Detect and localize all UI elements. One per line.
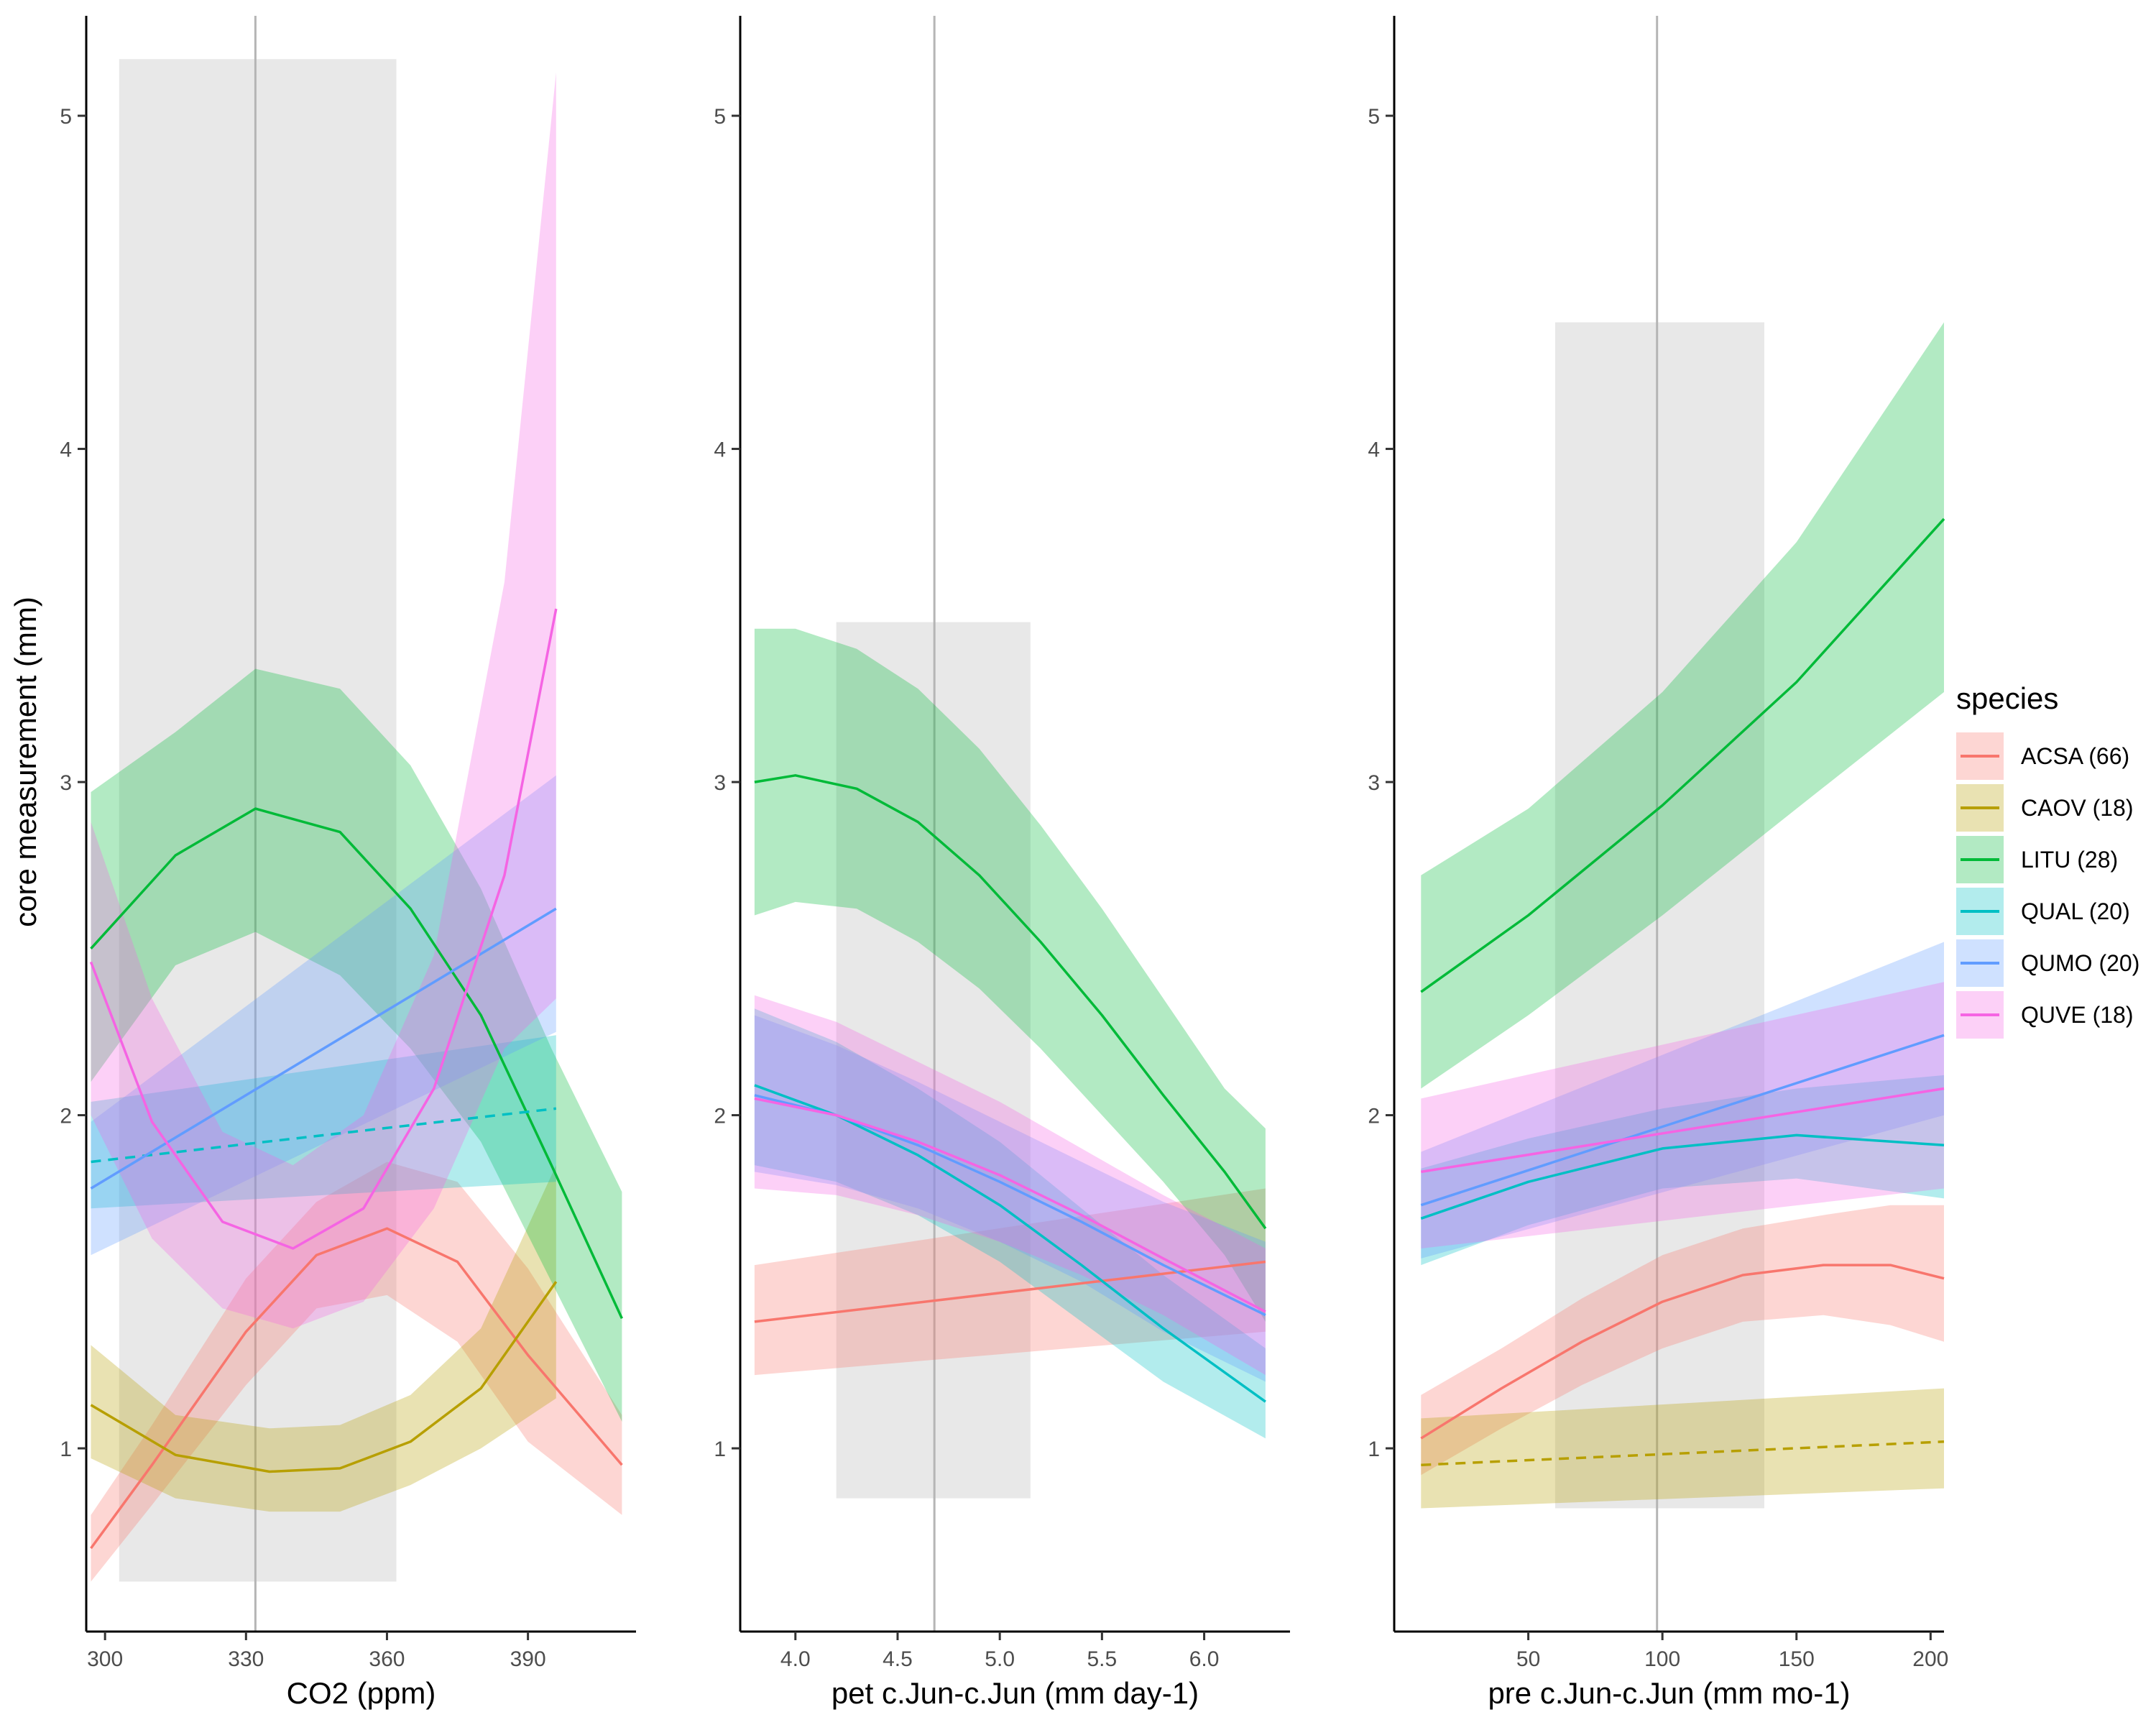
x-axis-title-co2: CO2 (ppm)	[286, 1676, 436, 1710]
panel-0-y-tick-label: 4	[60, 438, 72, 462]
panel-2-line-quve-18	[1421, 1087, 1945, 1174]
legend-swatch	[1956, 836, 2004, 883]
panel-1-ribbon-acsa-66	[754, 1188, 1266, 1376]
panel-2-y-tick-label: 1	[1368, 1438, 1380, 1461]
panel-0-ribbon-caov-18	[91, 1165, 556, 1512]
panel-2-ribbon-qumo-20	[1421, 942, 1944, 1259]
legend-swatch	[1956, 732, 2004, 780]
panel-2-line-litu-28	[1420, 518, 1945, 993]
panel-0-y-tick-label: 2	[60, 1105, 72, 1128]
x-axis-title-pre: pre c.Jun-c.Jun (mm mo-1)	[1488, 1676, 1851, 1710]
panel-0-ribbon-quve-18	[91, 72, 556, 1329]
panel-2-ribbon-qual-20	[1421, 1075, 1944, 1266]
legend-label: ACSA (66)	[2021, 742, 2130, 769]
legend-swatch	[1956, 888, 2004, 935]
panel-0-y-tick-label: 5	[60, 105, 72, 129]
panel-2-y-tick-label: 4	[1368, 438, 1380, 462]
legend-swatch	[1956, 784, 2004, 832]
panel-0-x-tick-label: 330	[228, 1647, 264, 1671]
legend-items: ACSA (66) CAOV (18) LITU (28) QUAL (20) QUMO…	[1956, 730, 2139, 1041]
legend-item-qual-20: QUAL (20)	[1956, 886, 2139, 937]
panel-1-y-tick-label: 5	[714, 105, 726, 129]
panel-0-y-tick-label: 3	[60, 771, 72, 795]
panel-2-line-caov-18	[1421, 1440, 1945, 1466]
panel-2-ribbon-quve-18	[1421, 982, 1944, 1248]
panel-1-line-quve-18	[754, 1097, 1266, 1313]
panel-1-x-tick-label: 4.0	[780, 1647, 811, 1671]
panel-0-ribbon-qumo-20	[91, 775, 556, 1256]
legend-item-litu-28: LITU (28)	[1956, 834, 2139, 886]
panel-0-line-litu-28	[90, 807, 623, 1320]
panel-1-y-tick-label: 3	[714, 771, 726, 795]
panel-1-ribbon-quve-18	[754, 995, 1266, 1376]
panel-2-y-tick-label: 2	[1368, 1105, 1380, 1128]
panel-2-shade	[1554, 322, 1764, 1509]
panel-0-shade	[119, 59, 397, 1582]
panel-2-y-tick-label: 5	[1368, 105, 1380, 129]
panel-2-y-tick-label: 3	[1368, 771, 1380, 795]
legend-item-qumo-20: QUMO (20)	[1956, 937, 2139, 989]
panel-1-x-tick-label: 5.5	[1087, 1647, 1118, 1671]
panel-0-x-tick-label: 300	[87, 1647, 123, 1671]
panel-0-line-caov-18	[90, 1281, 558, 1473]
panel-1-line-litu-28	[754, 774, 1267, 1230]
panel-1-ribbon-qumo-20	[754, 1015, 1266, 1382]
legend-swatch	[1956, 939, 2004, 987]
y-axis-title: core measurement (mm)	[9, 597, 42, 927]
panel-1-y-tick-label: 2	[714, 1105, 726, 1128]
panel-1-y-tick-label: 1	[714, 1438, 726, 1461]
panel-2-line-qumo-20	[1420, 1034, 1945, 1207]
legend-label: QUAL (20)	[2021, 898, 2130, 924]
panel-0-line-qual-20	[91, 1107, 556, 1164]
panel-2-ribbon-caov-18	[1421, 1388, 1944, 1509]
panel-2-line-qual-20	[1420, 1133, 1945, 1220]
panel-2-ribbon-acsa-66	[1421, 1205, 1944, 1476]
panel-2-x-tick-label: 50	[1516, 1647, 1540, 1671]
panel-1-line-acsa-66	[754, 1260, 1266, 1323]
panel-0-line-quve-18	[89, 608, 558, 1250]
panel-2-x-tick-label: 150	[1779, 1647, 1815, 1671]
x-axis-title-pet: pet c.Jun-c.Jun (mm day-1)	[831, 1676, 1199, 1710]
legend-label: QUVE (18)	[2021, 1001, 2134, 1028]
panel-2-line-acsa-66	[1420, 1264, 1945, 1440]
panel-2-x-tick-label: 100	[1644, 1647, 1680, 1671]
panel-0-ribbon-litu-28	[91, 668, 622, 1422]
legend-title: species	[1956, 681, 2059, 715]
legend-label: QUMO (20)	[2021, 949, 2140, 976]
panel-1-x-tick-label: 5.0	[985, 1647, 1015, 1671]
panel-2-x-tick-label: 200	[1912, 1647, 1948, 1671]
legend-item-acsa-66: ACSA (66)	[1956, 730, 2139, 782]
panel-0-ribbon-acsa-66	[91, 1162, 622, 1582]
panel-0-x-tick-label: 360	[369, 1647, 405, 1671]
legend-item-caov-18: CAOV (18)	[1956, 782, 2139, 834]
legend-item-quve-18: QUVE (18)	[1956, 989, 2139, 1041]
legend-label: LITU (28)	[2021, 846, 2119, 873]
panel-1-ribbon-qual-20	[754, 1008, 1266, 1439]
panel-0-x-tick-label: 390	[510, 1647, 546, 1671]
panel-1-x-tick-label: 4.5	[883, 1647, 913, 1671]
legend-label: CAOV (18)	[2021, 794, 2134, 821]
panel-1-y-tick-label: 4	[714, 438, 726, 462]
panel-0-ribbon-qual-20	[91, 1035, 556, 1209]
legend: species ACSA (66) CAOV (18) LITU (28) QUAL …	[1956, 681, 2139, 1041]
legend-swatch	[1956, 991, 2004, 1039]
panel-0-y-tick-label: 1	[60, 1438, 72, 1461]
panel-1-x-tick-label: 6.0	[1189, 1647, 1220, 1671]
